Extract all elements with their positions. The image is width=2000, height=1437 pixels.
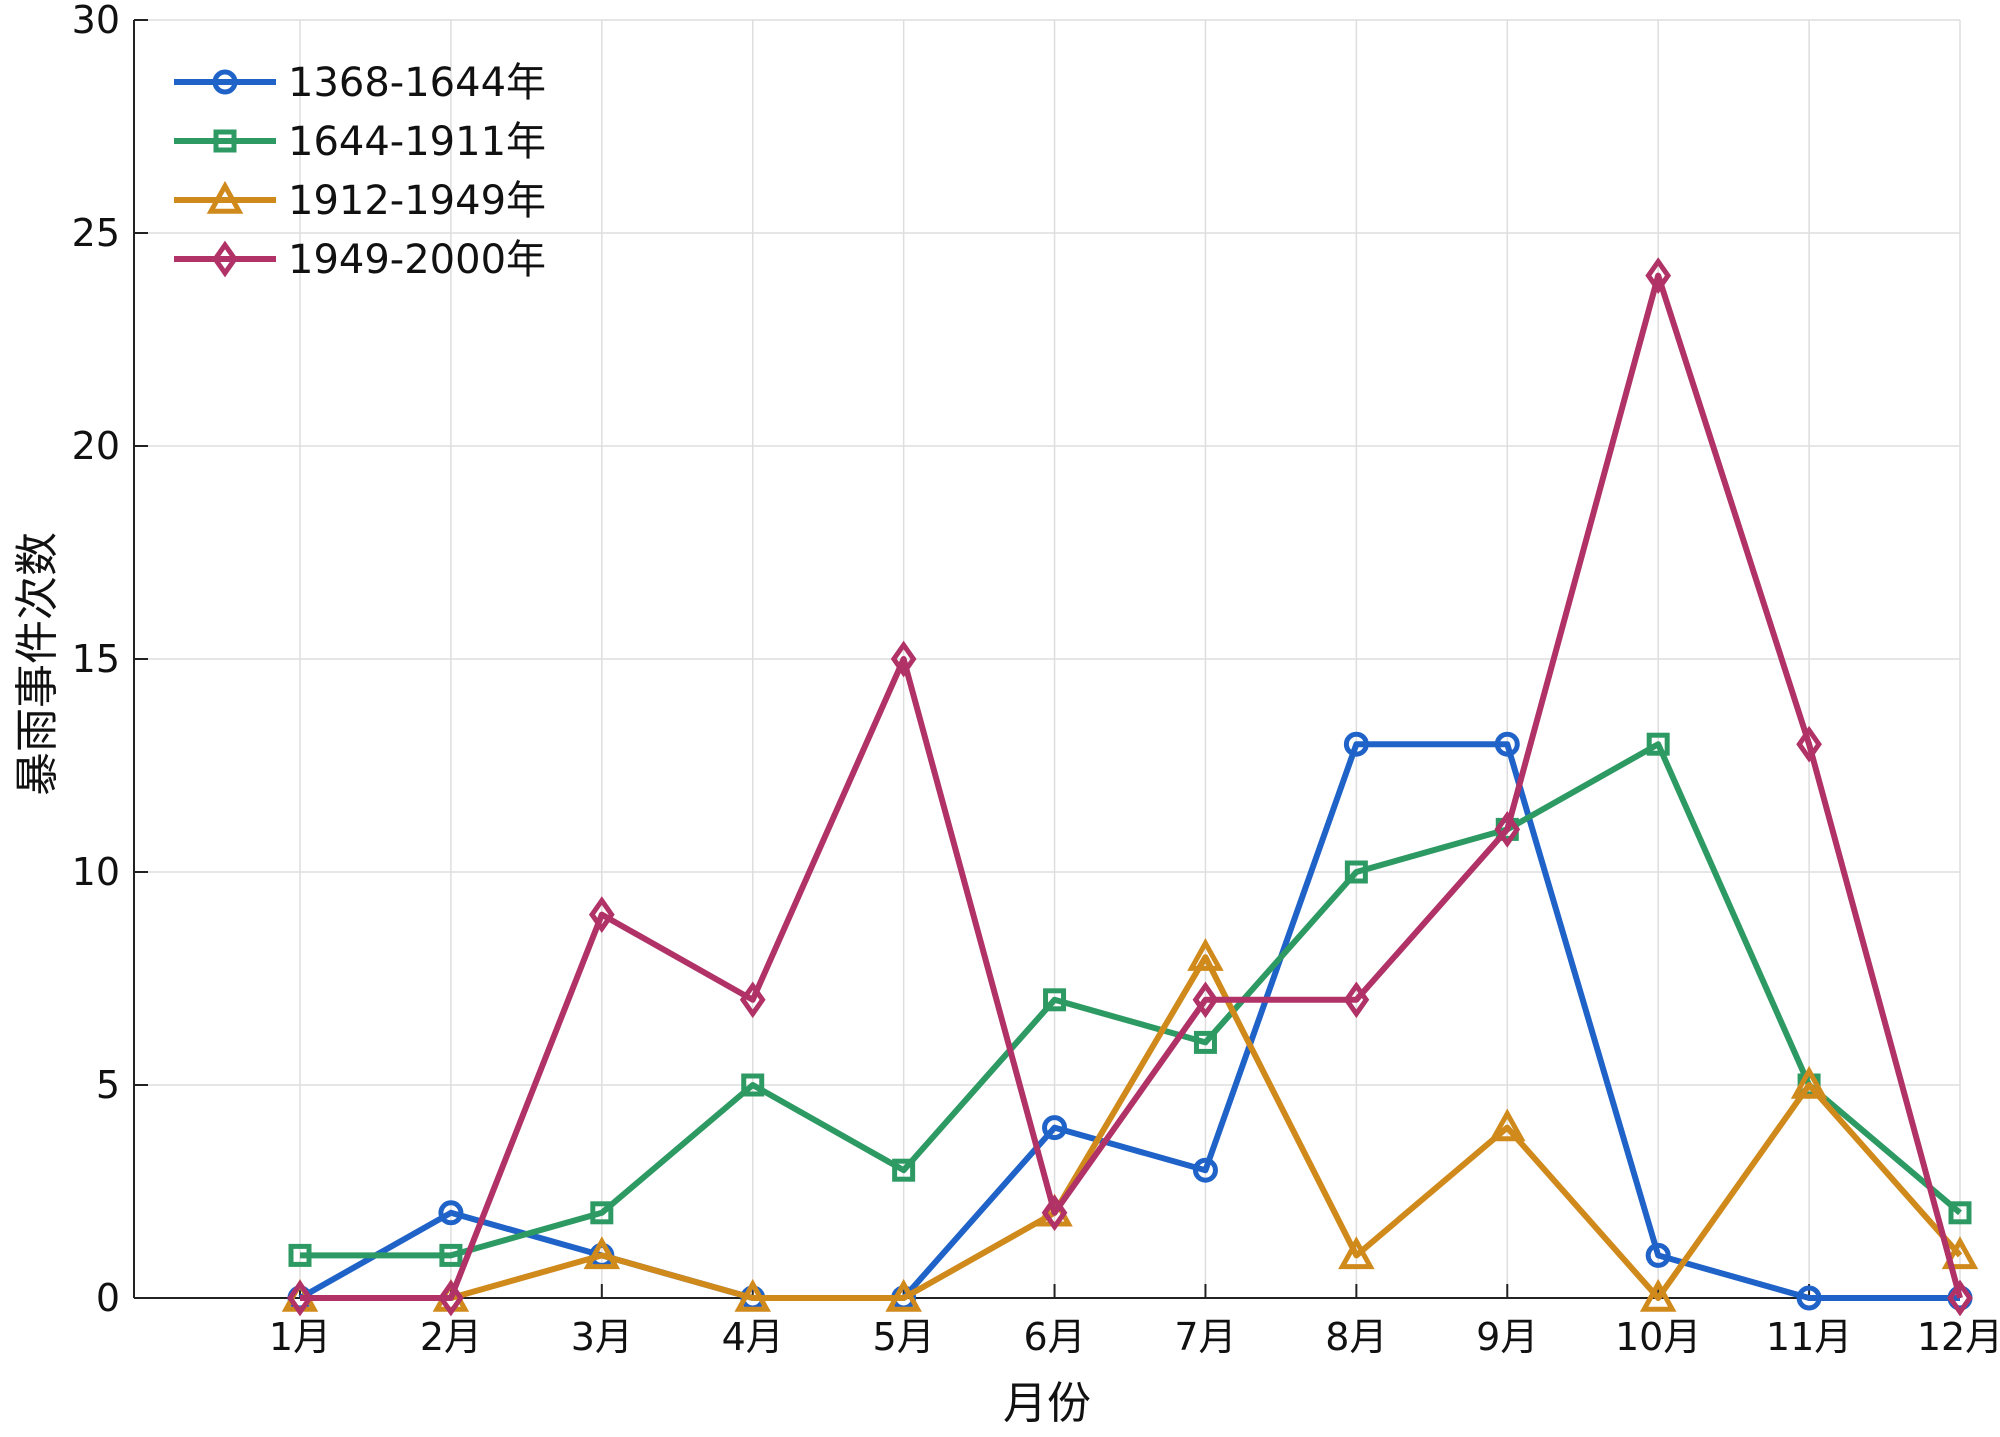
- data-point-triangle: [206, 180, 244, 214]
- data-point-diamond: [890, 640, 917, 678]
- data-point-circle: [1645, 1242, 1671, 1268]
- y-tick-label: 30: [72, 0, 120, 42]
- data-point-triangle: [1187, 938, 1224, 971]
- data-point-circle: [1192, 1157, 1218, 1183]
- data-point-square: [1948, 1201, 1972, 1225]
- x-tick-label: 6月: [1023, 1315, 1085, 1359]
- x-axis-title: 月份: [1003, 1378, 1091, 1429]
- data-point-circle: [1042, 1115, 1068, 1141]
- data-point-diamond: [1796, 725, 1822, 763]
- tick-labels: 0 5 10 15 20 25 30 1月 2月 3月 4月 5月 6月 7月 8月 9月 10月 11月 12月: [72, 0, 2000, 1359]
- data-point-diamond: [1343, 981, 1370, 1019]
- data-point-diamond: [438, 1279, 464, 1317]
- series-line: [300, 954, 1963, 1301]
- legend-item: 1644-1911年: [174, 119, 546, 165]
- data-point-diamond: [1192, 981, 1219, 1019]
- data-point-circle: [1343, 731, 1369, 757]
- data-point-diamond: [212, 240, 238, 278]
- x-tick-label: 7月: [1174, 1315, 1236, 1359]
- y-tick-label: 20: [72, 424, 120, 468]
- data-point-triangle: [1489, 1108, 1526, 1142]
- legend: 1368-1644年 1644-1911年 1912-1949年 1949-2000年: [174, 60, 546, 283]
- data-point-circle: [1494, 731, 1520, 757]
- y-axis-title: 暴雨事件次数: [12, 532, 63, 796]
- data-point-square: [1344, 860, 1368, 884]
- legend-label: 1912-1949年: [288, 178, 546, 224]
- data-point-diamond: [1041, 1194, 1068, 1232]
- data-point-circle: [212, 69, 238, 95]
- series-line: [300, 741, 1962, 1259]
- data-point-square: [1646, 732, 1670, 756]
- y-tick-label: 5: [96, 1063, 120, 1107]
- data-point-diamond: [287, 1279, 313, 1317]
- data-point-circle: [438, 1200, 464, 1226]
- data-point-triangle: [885, 1278, 922, 1312]
- data-point-square: [213, 129, 237, 153]
- data-point-triangle: [1941, 1236, 1979, 1270]
- legend-label: 1644-1911年: [288, 119, 546, 165]
- series: [281, 257, 1979, 1317]
- x-tick-label: 11月: [1766, 1315, 1852, 1359]
- x-tick-label: 2月: [420, 1315, 482, 1359]
- data-point-diamond: [739, 981, 766, 1019]
- data-point-diamond: [1947, 1279, 1973, 1317]
- x-tick-label: 1月: [269, 1315, 331, 1359]
- legend-label: 1368-1644年: [288, 60, 546, 106]
- y-tick-label: 25: [72, 211, 120, 255]
- y-tick-label: 15: [72, 637, 120, 681]
- y-tick-label: 0: [96, 1276, 120, 1320]
- data-point-triangle: [1639, 1278, 1677, 1312]
- data-point-square: [1043, 988, 1067, 1012]
- data-point-circle: [1796, 1285, 1822, 1311]
- x-tick-label: 5月: [873, 1315, 935, 1359]
- data-point-square: [892, 1158, 916, 1182]
- data-point-diamond: [588, 896, 615, 933]
- data-point-triangle: [734, 1278, 771, 1312]
- x-tick-label: 3月: [571, 1315, 633, 1359]
- x-tick-label: 10月: [1615, 1315, 1701, 1359]
- data-point-diamond: [1645, 257, 1672, 294]
- data-point-triangle: [583, 1236, 621, 1270]
- legend-item: 1912-1949年: [174, 178, 546, 224]
- legend-label: 1949-2000年: [288, 237, 546, 283]
- legend-item: 1949-2000年: [174, 237, 546, 283]
- data-point-square: [288, 1243, 312, 1267]
- y-tick-label: 10: [72, 850, 120, 894]
- x-tick-label: 8月: [1325, 1315, 1387, 1359]
- x-tick-label: 9月: [1476, 1315, 1538, 1359]
- x-tick-label: 4月: [722, 1315, 784, 1359]
- data-point-square: [741, 1073, 765, 1097]
- series-4: [287, 257, 1973, 1317]
- data-point-square: [1193, 1030, 1217, 1054]
- data-point-square: [439, 1243, 463, 1267]
- data-point-triangle: [1790, 1065, 1828, 1099]
- data-point-diamond: [1494, 811, 1521, 848]
- data-point-square: [590, 1201, 614, 1225]
- series-line: [300, 272, 1963, 1301]
- x-tick-label: 12月: [1917, 1315, 2000, 1359]
- data-point-triangle: [1338, 1236, 1375, 1270]
- legend-item: 1368-1644年: [174, 60, 546, 106]
